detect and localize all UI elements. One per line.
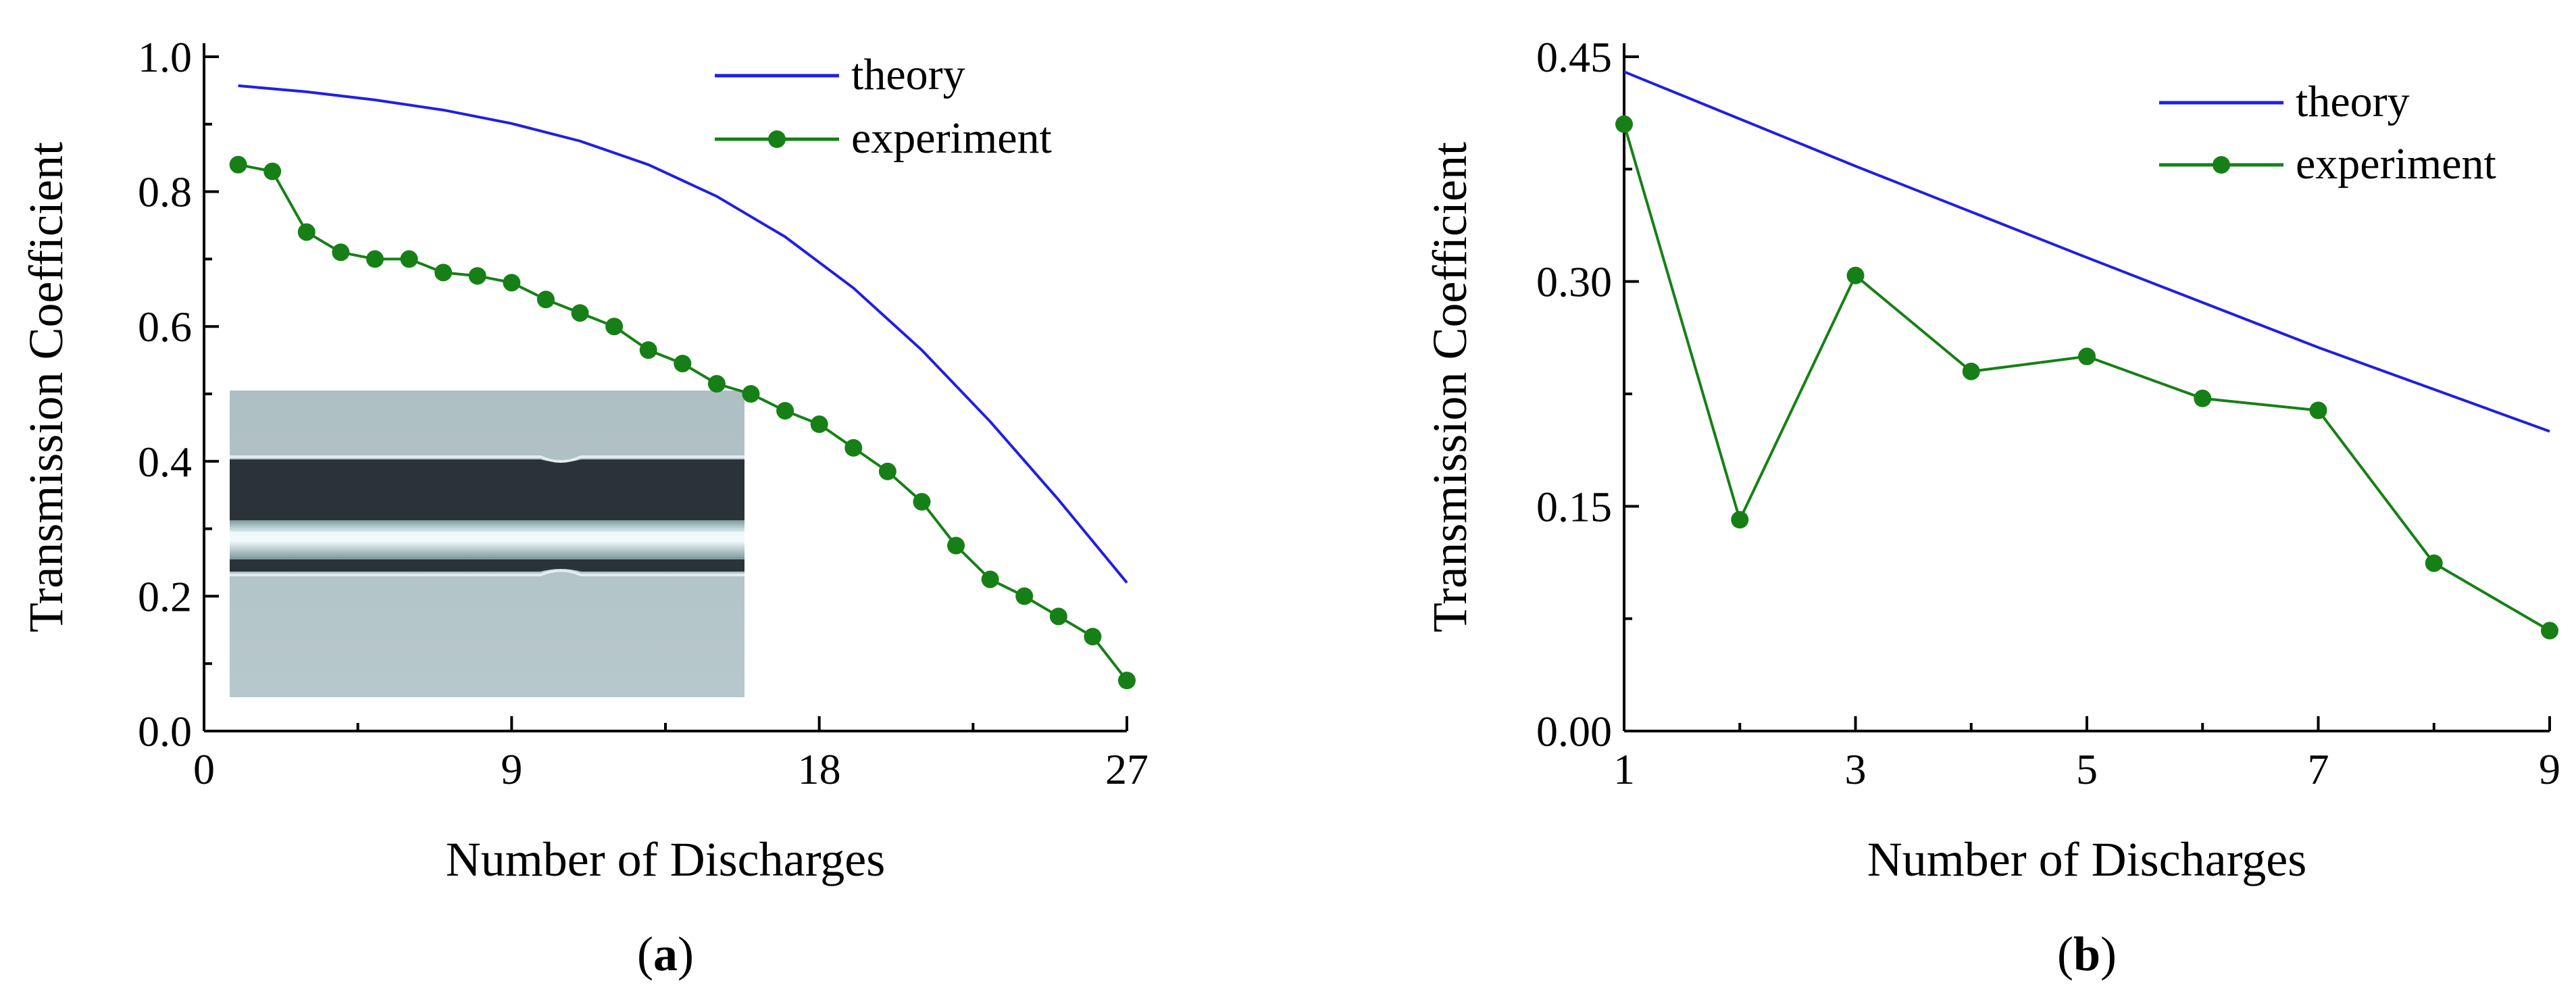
chart-panel-b: 1 3 5 7 90.000.150.300.45 theory experiment …: [1423, 33, 2560, 981]
experiment-point: [263, 162, 282, 180]
experiment-point: [776, 401, 794, 420]
x-tick-label: 3: [1845, 745, 1867, 793]
experiment-point: [844, 438, 863, 457]
experiment-point: [434, 263, 453, 282]
legend-b-theory-label: theory: [2296, 77, 2410, 126]
experiment-point: [913, 493, 931, 511]
y-tick-label: 0.2: [138, 572, 192, 620]
x-tick-label: 0: [193, 745, 215, 793]
y-tick-label: 0.4: [138, 438, 192, 486]
experiment-point: [2541, 622, 2558, 640]
inset-fiber-photo: [230, 391, 744, 697]
y-tick-label: 0.45: [1536, 33, 1612, 81]
experiment-point: [1084, 628, 1102, 646]
experiment-point: [332, 243, 350, 261]
experiment-point: [2194, 389, 2212, 407]
experiment-point: [674, 355, 692, 373]
experiment-point: [1846, 266, 1865, 284]
y-tick-label: 0.30: [1536, 258, 1612, 306]
experiment-point: [297, 223, 315, 241]
experiment-point: [1731, 511, 1749, 529]
experiment-point: [503, 274, 521, 292]
experiment-point: [365, 250, 384, 268]
experiment-point: [2078, 347, 2096, 366]
experiment-point: [400, 250, 418, 268]
experiment-point: [947, 536, 965, 555]
legend-a-experiment-label: experiment: [851, 114, 1052, 163]
panel-label-b: (b): [2057, 927, 2117, 981]
x-axis-title-a: Number of Discharges: [446, 832, 886, 886]
y-tick-label: 1.0: [138, 33, 192, 81]
panel-label-b-letter: b: [2073, 927, 2100, 981]
experiment-point: [707, 375, 726, 393]
tick-labels-a: 0 9 18 27 0.0 0.2 0.4 0.6 0.8 1.0: [138, 33, 1148, 793]
experiment-point: [742, 385, 760, 403]
x-axis-title-b: Number of Discharges: [1867, 832, 2307, 886]
x-tick-label: 9: [2539, 745, 2560, 793]
legend-a-experiment-marker: [768, 130, 786, 148]
x-tick-label: 18: [798, 745, 841, 793]
experiment-point: [810, 415, 828, 433]
x-tick-label: 1: [1613, 745, 1635, 793]
experiment-point: [1015, 587, 1034, 605]
y-tick-label: 0.0: [138, 707, 192, 755]
experiment-point: [1049, 607, 1067, 626]
experiment-point: [536, 291, 555, 309]
legend-a-theory-label: theory: [851, 50, 965, 99]
experiment-point: [605, 318, 624, 336]
legend-b-experiment-marker: [2213, 156, 2230, 174]
experiment-points-b: [1615, 115, 2558, 640]
experiment-point: [2309, 401, 2327, 420]
experiment-point: [229, 155, 247, 174]
y-tick-label: 0.15: [1536, 482, 1612, 530]
y-tick-label: 0.6: [138, 303, 192, 351]
experiment-point: [639, 341, 657, 359]
experiment-point: [1118, 672, 1136, 690]
experiment-point: [468, 267, 486, 285]
panel-label-a-letter: a: [653, 927, 678, 981]
experiment-points-a: [229, 155, 1136, 690]
x-tick-label: 9: [501, 745, 522, 793]
panel-label-a: (a): [637, 927, 694, 981]
experiment-point: [1615, 115, 1633, 133]
legend-b-experiment-label: experiment: [2296, 139, 2496, 189]
x-tick-label: 27: [1105, 745, 1148, 793]
series-theory-a: [238, 84, 1128, 584]
experiment-point: [878, 462, 896, 480]
x-tick-label: 7: [2308, 745, 2329, 793]
x-tick-label: 5: [2076, 745, 2098, 793]
experiment-point: [2425, 554, 2443, 572]
ticks-b: [1623, 55, 2551, 732]
series-experiment-b: [1623, 124, 2551, 632]
y-axis-title-b: Transmission Coefficient: [1423, 142, 1477, 632]
legend-a: theory experiment: [715, 50, 1052, 163]
y-axis-title-a: Transmission Coefficient: [19, 142, 73, 632]
y-tick-label: 0.8: [138, 168, 192, 216]
ticks-a: [203, 55, 1128, 732]
legend-b: theory experiment: [2159, 77, 2496, 189]
y-tick-label: 0.00: [1536, 707, 1612, 755]
tick-labels-b: 1 3 5 7 9 0.00 0.15 0.30 0.45: [1536, 33, 2560, 793]
series-theory-b: [1623, 70, 2550, 433]
experiment-point: [1962, 362, 1980, 380]
chart-panel-a: 0 9 18 27 0.0 0.2 0.4 0.6 0.8 1.0 theory experime…: [19, 33, 1148, 981]
experiment-point: [981, 570, 999, 588]
experiment-point: [571, 304, 589, 322]
